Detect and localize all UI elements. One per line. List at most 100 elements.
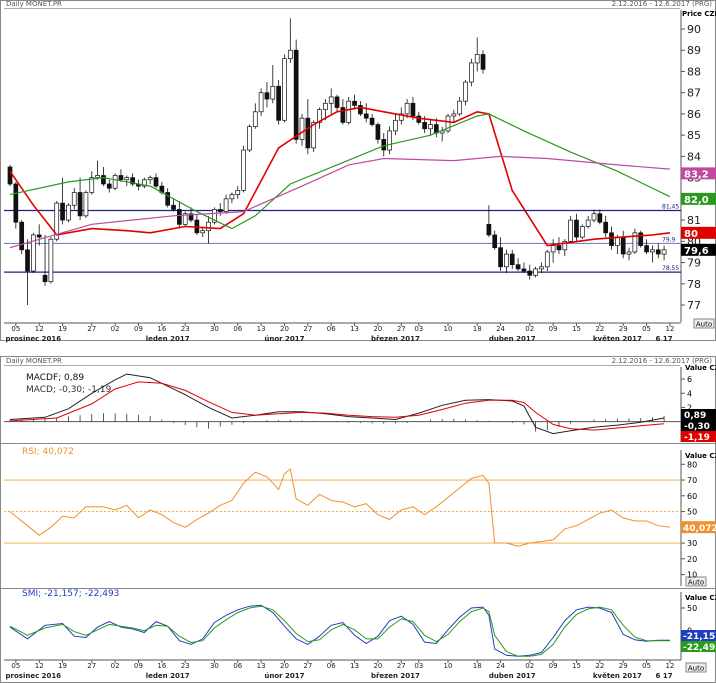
candle-body — [480, 54, 486, 70]
candle-body — [317, 109, 322, 123]
candle-body — [474, 54, 480, 64]
candle-body — [369, 117, 375, 125]
x-tick-label: 12 — [665, 325, 674, 333]
x-tick-label: 30 — [210, 662, 219, 670]
x-tick-label: 05 — [11, 325, 20, 333]
candle-body — [620, 236, 626, 255]
candle-body — [591, 213, 597, 221]
candle-body — [445, 115, 451, 132]
x-tick-label: 09 — [549, 325, 558, 333]
macd-tick-label: 2 — [687, 403, 692, 412]
x-tick-label: 02 — [525, 662, 534, 670]
candle-body — [293, 49, 299, 140]
macd-tick-label: 4 — [687, 389, 692, 398]
x-tick-label: 06 — [233, 662, 242, 670]
x-tick-label: 13 — [257, 325, 266, 333]
candle-body — [428, 124, 433, 130]
candle-body — [7, 166, 13, 185]
price-tick-label: 79 — [687, 257, 701, 270]
x-month-label: prosinec 2016 — [6, 335, 62, 343]
x-tick-label: 24 — [496, 325, 505, 333]
level-label: 78,55 — [662, 265, 679, 272]
candle-body — [375, 124, 381, 140]
candle-body — [398, 113, 404, 121]
x-month-label: březen 2017 — [371, 335, 420, 343]
candle-body — [31, 234, 36, 272]
x-tick-label: 15 — [572, 662, 581, 670]
candle-body — [340, 107, 346, 123]
x-month-label: 6 17 — [656, 335, 673, 343]
price-axis-title: Price CZK — [682, 10, 716, 18]
price-auto-button[interactable] — [693, 318, 715, 329]
x-tick-label: 03 — [414, 325, 423, 333]
rsi-tick-label: 70 — [687, 476, 697, 485]
x-tick-label: 02 — [111, 662, 120, 670]
candle-body — [200, 230, 206, 234]
smi-axis-title: Value CZK — [685, 594, 716, 602]
x-tick-label: 02 — [525, 325, 534, 333]
x-tick-label: 22 — [595, 325, 604, 333]
candle-body — [13, 183, 19, 223]
price-badge — [681, 243, 716, 256]
candle-body — [556, 245, 562, 251]
candle-body — [393, 119, 398, 132]
candle-body — [171, 204, 176, 210]
indicator-source-label: Daily MONET.PR — [6, 357, 62, 365]
candle-body — [626, 251, 632, 255]
macd-badge-label: -0,30 — [684, 422, 710, 432]
candle-body — [83, 192, 89, 217]
price-tick-label: 87 — [687, 87, 701, 100]
candle-body — [25, 249, 30, 272]
x-tick-label: 06 — [327, 325, 336, 333]
smi-line — [9, 605, 670, 657]
candle-body — [247, 126, 252, 151]
x-tick-label: 16 — [157, 662, 166, 670]
candle-body — [258, 92, 264, 113]
indicator-area — [0, 356, 716, 683]
x-tick-label: 09 — [134, 662, 143, 670]
x-tick-label: 10 — [444, 662, 453, 670]
candle-body — [264, 92, 270, 100]
candle-body — [509, 253, 515, 266]
candle-body — [42, 274, 48, 283]
candle-body — [463, 81, 468, 102]
smi-auto-button[interactable] — [685, 662, 707, 673]
price-auto-label: Auto — [696, 321, 712, 329]
candle-body — [124, 177, 130, 181]
smi-tick-label: 50 — [687, 604, 697, 613]
candle-body — [346, 100, 352, 123]
macd-line — [9, 373, 665, 435]
x-tick-label: 16 — [157, 325, 166, 333]
candle-body — [515, 264, 521, 270]
candle-body — [638, 232, 644, 246]
candle-body — [568, 219, 573, 242]
candle-body — [328, 96, 334, 104]
rsi-auto-button[interactable] — [685, 576, 707, 587]
x-tick-label: 03 — [414, 662, 423, 670]
candle-body — [504, 253, 509, 268]
macdf-legend: MACDF; 0,89 — [26, 373, 84, 383]
macd-badge — [681, 431, 716, 442]
price-tick-label: 85 — [687, 129, 701, 142]
rsi-tick-label: 80 — [687, 460, 697, 469]
smi-badge — [681, 641, 716, 652]
candle-body — [36, 234, 42, 238]
candle-body — [334, 96, 340, 108]
candle-body — [655, 249, 661, 255]
candle-body — [299, 117, 305, 140]
price-badge-label: 83,2 — [684, 169, 709, 180]
x-tick-label: 12 — [665, 662, 674, 670]
candle-body — [182, 213, 188, 225]
candle-body — [118, 175, 124, 181]
macd-axis-title: Value CZK — [685, 364, 716, 372]
price-badge-label: 82,0 — [684, 195, 709, 206]
moving-average-line — [9, 106, 670, 247]
candle-body — [416, 115, 422, 123]
rsi-badge — [681, 521, 716, 534]
x-tick-label: 20 — [373, 662, 382, 670]
x-tick-label: 29 — [619, 325, 628, 333]
level-label: 79,9 — [662, 236, 676, 243]
candle-body — [223, 198, 229, 212]
x-tick-label: 19 — [58, 325, 67, 333]
